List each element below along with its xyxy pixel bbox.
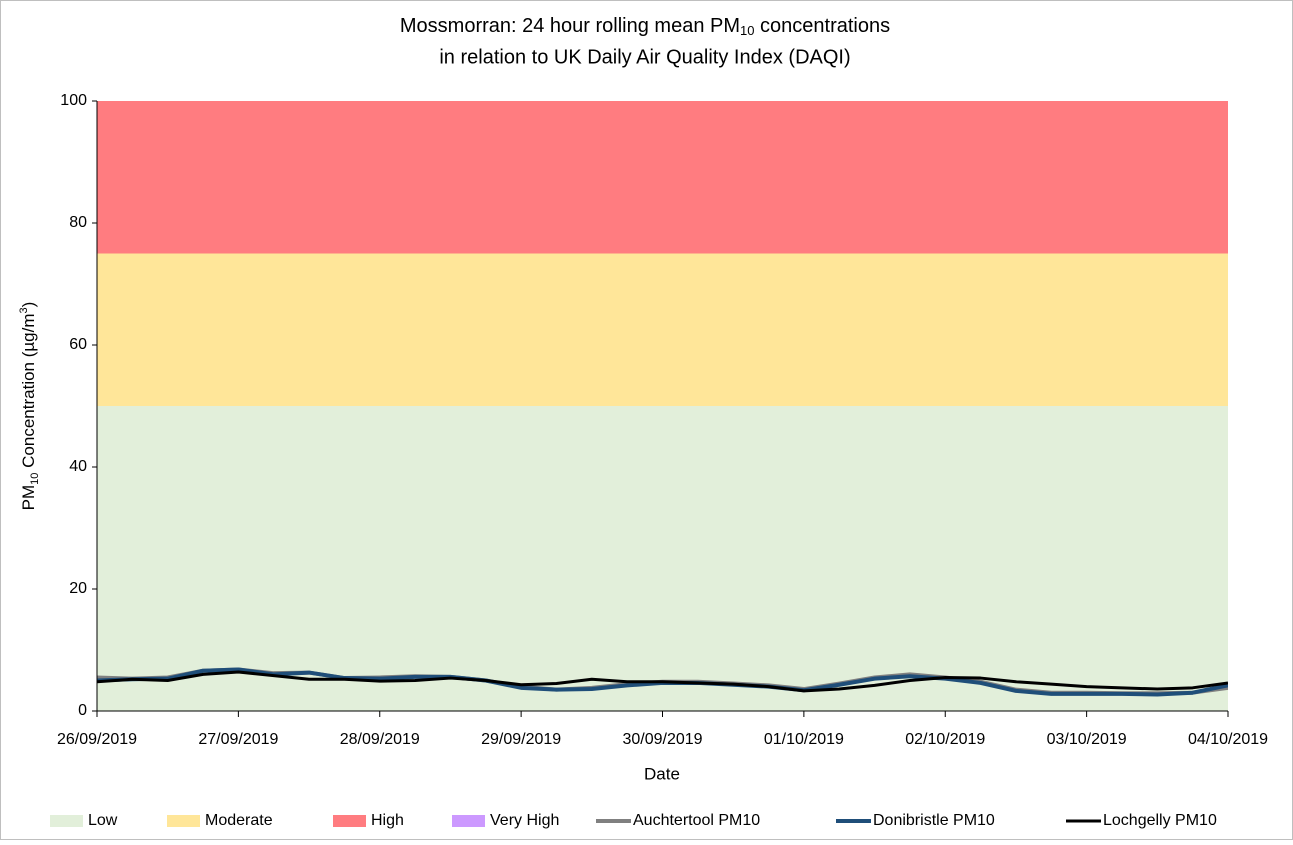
band-area bbox=[97, 101, 1228, 254]
legend-label: Auchtertool PM10 bbox=[633, 812, 760, 829]
legend-label: Donibristle PM10 bbox=[873, 812, 995, 829]
y-tick-label: 0 bbox=[78, 702, 87, 719]
y-label-superscript: 3 bbox=[18, 307, 30, 313]
legend-label: Low bbox=[88, 812, 118, 829]
y-tick-label: 80 bbox=[69, 214, 87, 231]
chart-title: Mossmorran: 24 hour rolling mean PM10 co… bbox=[400, 15, 890, 38]
title-subscript: 10 bbox=[740, 23, 754, 38]
legend-label: High bbox=[371, 812, 404, 829]
y-label-subscript: 10 bbox=[29, 473, 41, 485]
plot-area bbox=[97, 101, 1228, 711]
band-area bbox=[97, 253, 1228, 406]
legend-swatch bbox=[452, 815, 485, 827]
y-axis-label: PM10 Concentration (µg/m3) bbox=[18, 302, 41, 511]
y-tick-label: 40 bbox=[69, 458, 87, 475]
x-tick-label: 27/09/2019 bbox=[198, 731, 278, 748]
x-axis-label: Date bbox=[644, 764, 680, 783]
y-tick-label: 60 bbox=[69, 336, 87, 353]
x-tick-label: 04/10/2019 bbox=[1188, 731, 1268, 748]
x-tick-label: 29/09/2019 bbox=[481, 731, 561, 748]
legend-swatch bbox=[50, 815, 83, 827]
title-part: concentrations bbox=[754, 15, 890, 37]
data-line bbox=[97, 670, 1228, 693]
band-area bbox=[97, 406, 1228, 711]
x-tick-label: 28/09/2019 bbox=[340, 731, 420, 748]
title-part: Mossmorran: 24 hour rolling mean PM bbox=[400, 15, 740, 37]
y-label-part: Concentration (µg/m bbox=[19, 313, 38, 472]
chart-subtitle: in relation to UK Daily Air Quality Inde… bbox=[439, 46, 850, 68]
x-tick-label: 01/10/2019 bbox=[764, 731, 844, 748]
legend-label: Moderate bbox=[205, 812, 273, 829]
y-tick-label: 20 bbox=[69, 580, 87, 597]
legend-label: Very High bbox=[490, 812, 559, 829]
legend-label: Lochgelly PM10 bbox=[1103, 812, 1217, 829]
legend-swatch bbox=[167, 815, 200, 827]
x-tick-label: 26/09/2019 bbox=[57, 731, 137, 748]
legend-swatch bbox=[333, 815, 366, 827]
y-tick-label: 100 bbox=[60, 92, 87, 109]
x-tick-label: 02/10/2019 bbox=[905, 731, 985, 748]
x-tick-label: 30/09/2019 bbox=[622, 731, 702, 748]
y-label-part: ) bbox=[19, 302, 38, 308]
x-tick-label: 03/10/2019 bbox=[1047, 731, 1127, 748]
y-label-part: PM bbox=[19, 485, 38, 511]
